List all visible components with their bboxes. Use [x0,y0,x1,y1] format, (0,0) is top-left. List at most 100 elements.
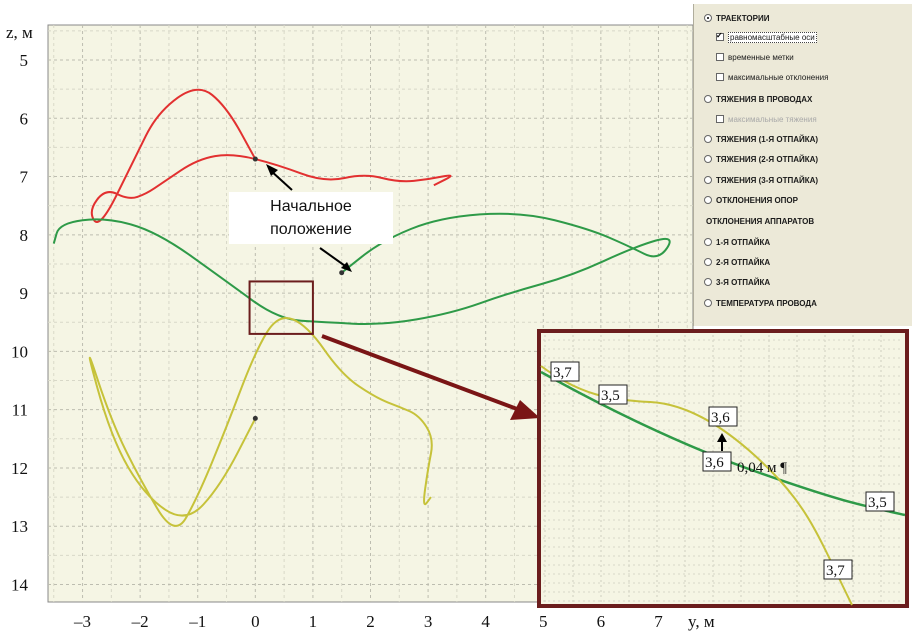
radio-icon[interactable] [704,14,712,22]
panel-option[interactable]: временные метки [716,51,794,63]
x-tick-label: 0 [251,612,260,631]
x-tick-label: 5 [539,612,548,631]
zoom-arrow-line [321,334,526,414]
radio-icon[interactable] [704,95,712,103]
panel-option-label: ТРАЕКТОРИИ [716,13,770,23]
panel-option-label: ТЯЖЕНИЯ (1-Я ОТПАЙКА) [716,134,819,144]
zoom-arrowhead [510,400,540,420]
inset-label-text: 3,5 [601,388,620,404]
panel-option[interactable]: ТЯЖЕНИЯ (3-Я ОТПАЙКА) [704,174,818,186]
inset-green-curve [540,370,906,517]
radio-icon[interactable] [704,238,712,246]
checkbox-icon[interactable] [716,73,724,81]
panel-option[interactable]: максимальные тяжения [716,113,817,125]
callout-arrowhead-bottom [341,262,352,272]
inset-label-text: 3,6 [705,455,724,471]
inset-label: 3,5 [865,491,895,512]
inset-label-text: 0,04 м ¶ [737,460,787,476]
start-point-2 [339,270,345,276]
inset-label: 3,6 [708,406,738,427]
inset-label: 3,5 [598,384,628,405]
x-tick-label: 3 [424,612,433,631]
y-tick-label: 13 [11,517,28,536]
inset-label-box [550,361,580,382]
x-tick-label: 1 [309,612,318,631]
x-tick-label: –3 [73,612,91,631]
panel-option[interactable]: максимальные отклонения [716,71,828,83]
panel-option-label: ТЯЖЕНИЯ (2-Я ОТПАЙКА) [716,154,819,164]
start-callout-box [229,192,393,244]
panel-option[interactable]: 1-Я ОТПАЙКА [704,236,770,248]
y-tick-label: 12 [11,459,28,478]
x-tick-label: 4 [481,612,490,631]
y-tick-label: 7 [20,168,29,187]
panel-option-label: 3-Я ОТПАЙКА [716,277,771,287]
inset-label-box [702,451,732,472]
radio-icon[interactable] [704,278,712,286]
start-callout-line2: положение [270,221,352,238]
radio-icon[interactable] [704,135,712,143]
panel-option-label: временные метки [728,52,794,62]
y-tick-label: 9 [20,284,29,303]
x-tick-label: –1 [188,612,206,631]
radio-icon[interactable] [704,258,712,266]
panel-option-label: 2-Я ОТПАЙКА [716,257,771,267]
radio-icon[interactable] [704,155,712,163]
start-point-1 [252,156,258,162]
panel-option-label: ТЯЖЕНИЯ В ПРОВОДАХ [716,94,813,104]
inset-label: 3,7 [823,559,853,580]
inset-label-box [598,384,628,405]
panel-option[interactable]: ТЯЖЕНИЯ В ПРОВОДАХ [704,93,812,105]
inset-label-box [865,491,895,512]
radio-icon[interactable] [704,299,712,307]
radio-icon[interactable] [704,176,712,184]
panel-option-label: ОТКЛОНЕНИЯ АППАРАТОВ [706,216,815,226]
panel-option[interactable]: равномасштабные оси [716,31,817,43]
inset-label-text: 3,6 [711,410,730,426]
checkbox-icon[interactable] [716,115,724,123]
panel-option: ОТКЛОНЕНИЯ АППАРАТОВ [706,215,814,227]
inset-label-text: 3,5 [868,495,887,511]
inset-label-text: 3,7 [826,563,845,579]
panel-option[interactable]: ТЯЖЕНИЯ (1-Я ОТПАЙКА) [704,133,818,145]
callout-arrowhead-top [266,164,278,176]
panel-option-label: максимальные отклонения [728,72,829,82]
checkbox-icon[interactable] [716,32,724,41]
series-line-2 [52,212,671,325]
inset-label-box [708,406,738,427]
y-axis-label: z, м [6,23,33,42]
options-panel: ТРАЕКТОРИИ равномасштабные оси временные м… [693,4,912,326]
series-line-1 [90,88,452,223]
panel-option[interactable]: 3-Я ОТПАЙКА [704,276,770,288]
panel-option-label: максимальные тяжения [728,114,817,124]
start-callout-line1: Начальное [270,198,352,215]
y-tick-label: 6 [20,109,29,128]
panel-option[interactable]: ТЯЖЕНИЯ (2-Я ОТПАЙКА) [704,153,818,165]
panel-option[interactable]: ТЕМПЕРАТУРА ПРОВОДА [704,297,817,309]
y-ticks: 5 6 7 8 9 10 11 12 13 14 [11,51,29,595]
zoom-region-box [248,280,314,335]
panel-option-label: ОТКЛОНЕНИЯ ОПОР [716,195,798,205]
panel-option-label: ТЯЖЕНИЯ (3-Я ОТПАЙКА) [716,175,819,185]
y-tick-label: 11 [12,401,28,420]
inset-label: 3,6 [702,451,732,472]
panel-option-label: ТЕМПЕРАТУРА ПРОВОДА [716,298,817,308]
radio-icon[interactable] [704,196,712,204]
inset-label: 3,7 [550,361,580,382]
callout-arrow-bottom [319,247,349,269]
start-point-3 [252,415,258,421]
inset-label-text: 3,7 [553,365,572,381]
x-tick-label: 6 [597,612,606,631]
panel-option[interactable]: 2-Я ОТПАЙКА [704,256,770,268]
inset-label: 0,04 м ¶ [737,460,787,476]
x-tick-label: –2 [131,612,149,631]
x-ticks: –3 –2 –1 0 1 2 3 4 5 6 7 [73,612,663,631]
inset-panel: 3,7 3,5 3,6 3,6 0,04 м ¶ 3,5 3,7 [537,329,909,608]
panel-option[interactable]: ТРАЕКТОРИИ [704,12,769,24]
checkbox-icon[interactable] [716,53,724,61]
x-axis-label: y, м [688,612,715,631]
series-group [52,88,671,527]
y-tick-label: 14 [11,576,29,595]
panel-option[interactable]: ОТКЛОНЕНИЯ ОПОР [704,194,798,206]
